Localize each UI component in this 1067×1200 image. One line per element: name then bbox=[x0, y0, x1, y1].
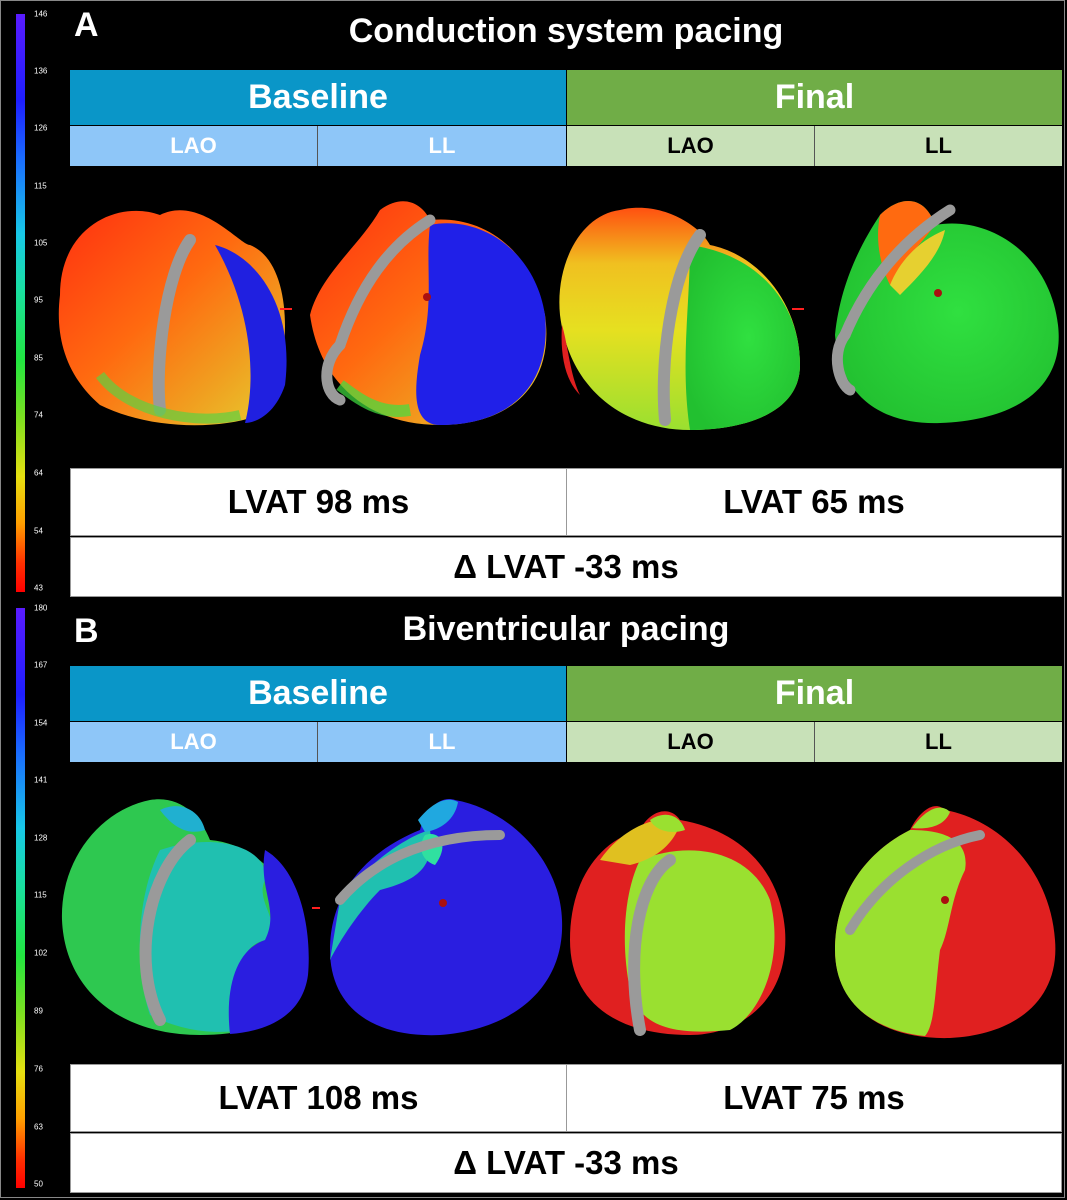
scale-tick: 167 bbox=[34, 660, 48, 670]
panel-title: Biventricular pacing bbox=[402, 610, 730, 648]
scale-tick: 102 bbox=[34, 948, 48, 958]
scale-tick: 141 bbox=[34, 775, 48, 785]
scale-tick: 43 bbox=[34, 583, 43, 593]
lvat-baseline: LVAT 108 ms bbox=[70, 1064, 567, 1132]
activation-maps bbox=[61, 799, 1056, 1039]
heart-final-lao bbox=[559, 207, 804, 430]
color-scale: 146 136 126 115 105 95 85 74 64 54 43 bbox=[10, 8, 68, 598]
scale-tick: 126 bbox=[34, 123, 48, 133]
panel-title: Conduction system pacing bbox=[348, 12, 784, 50]
scale-tick: 89 bbox=[34, 1006, 43, 1016]
heart-final-ll bbox=[831, 201, 1059, 424]
view-label-ll: LL bbox=[318, 126, 566, 166]
baseline-header: Baseline bbox=[70, 70, 566, 125]
panel-letter: B bbox=[74, 612, 99, 650]
panel-letter: A bbox=[74, 6, 99, 44]
view-label-lao: LAO bbox=[70, 126, 318, 166]
lvat-final: LVAT 75 ms bbox=[566, 1064, 1062, 1132]
final-header: Final bbox=[567, 666, 1062, 721]
view-label-ll: LL bbox=[815, 126, 1062, 166]
panel-b: 180 167 154 141 128 115 102 89 76 63 50 … bbox=[0, 600, 1067, 1200]
lvat-final: LVAT 65 ms bbox=[566, 468, 1062, 536]
pacing-lead-marker bbox=[941, 896, 949, 904]
heart-final-lao bbox=[570, 811, 786, 1036]
view-label-ll: LL bbox=[318, 722, 566, 762]
heart-baseline-lao bbox=[61, 799, 320, 1035]
scale-tick: 115 bbox=[34, 181, 47, 191]
view-label-lao: LAO bbox=[70, 722, 318, 762]
heart-baseline-ll bbox=[330, 799, 563, 1036]
scale-tick: 95 bbox=[34, 295, 43, 305]
scale-tick: 85 bbox=[34, 353, 43, 363]
delta-lvat: Δ LVAT -33 ms bbox=[70, 1133, 1062, 1193]
activation-maps bbox=[58, 201, 1059, 430]
color-scale: 180 167 154 141 128 115 102 89 76 63 50 bbox=[10, 602, 68, 1194]
scale-tick: 54 bbox=[34, 526, 43, 536]
view-label-lao: LAO bbox=[567, 126, 815, 166]
heart-final-ll bbox=[835, 806, 1056, 1039]
baseline-header: Baseline bbox=[70, 666, 566, 721]
scale-tick: 154 bbox=[34, 718, 48, 728]
scale-tick: 146 bbox=[34, 9, 48, 19]
pacing-lead-marker bbox=[934, 289, 942, 297]
pacing-lead-marker bbox=[423, 293, 431, 301]
scale-tick: 64 bbox=[34, 468, 43, 478]
scale-tick: 76 bbox=[34, 1064, 43, 1074]
lvat-baseline: LVAT 98 ms bbox=[70, 468, 567, 536]
scale-tick: 50 bbox=[34, 1179, 43, 1189]
panel-a: 146 136 126 115 105 95 85 74 64 54 43 A … bbox=[10, 6, 1062, 598]
heart-baseline-ll bbox=[310, 201, 547, 425]
heart-baseline-lao bbox=[58, 210, 292, 426]
final-header: Final bbox=[567, 70, 1062, 125]
scale-tick: 74 bbox=[34, 410, 43, 420]
color-scale-bar bbox=[16, 608, 25, 1188]
scale-tick: 63 bbox=[34, 1122, 43, 1132]
scale-tick: 136 bbox=[34, 66, 48, 76]
view-label-ll: LL bbox=[815, 722, 1062, 762]
pacing-lead-marker bbox=[439, 899, 447, 907]
scale-tick: 180 bbox=[34, 603, 48, 613]
scale-tick: 105 bbox=[34, 238, 48, 248]
scale-tick: 115 bbox=[34, 890, 47, 900]
view-label-lao: LAO bbox=[567, 722, 815, 762]
delta-lvat: Δ LVAT -33 ms bbox=[70, 537, 1062, 597]
scale-tick: 128 bbox=[34, 833, 48, 843]
color-scale-bar bbox=[16, 14, 25, 592]
